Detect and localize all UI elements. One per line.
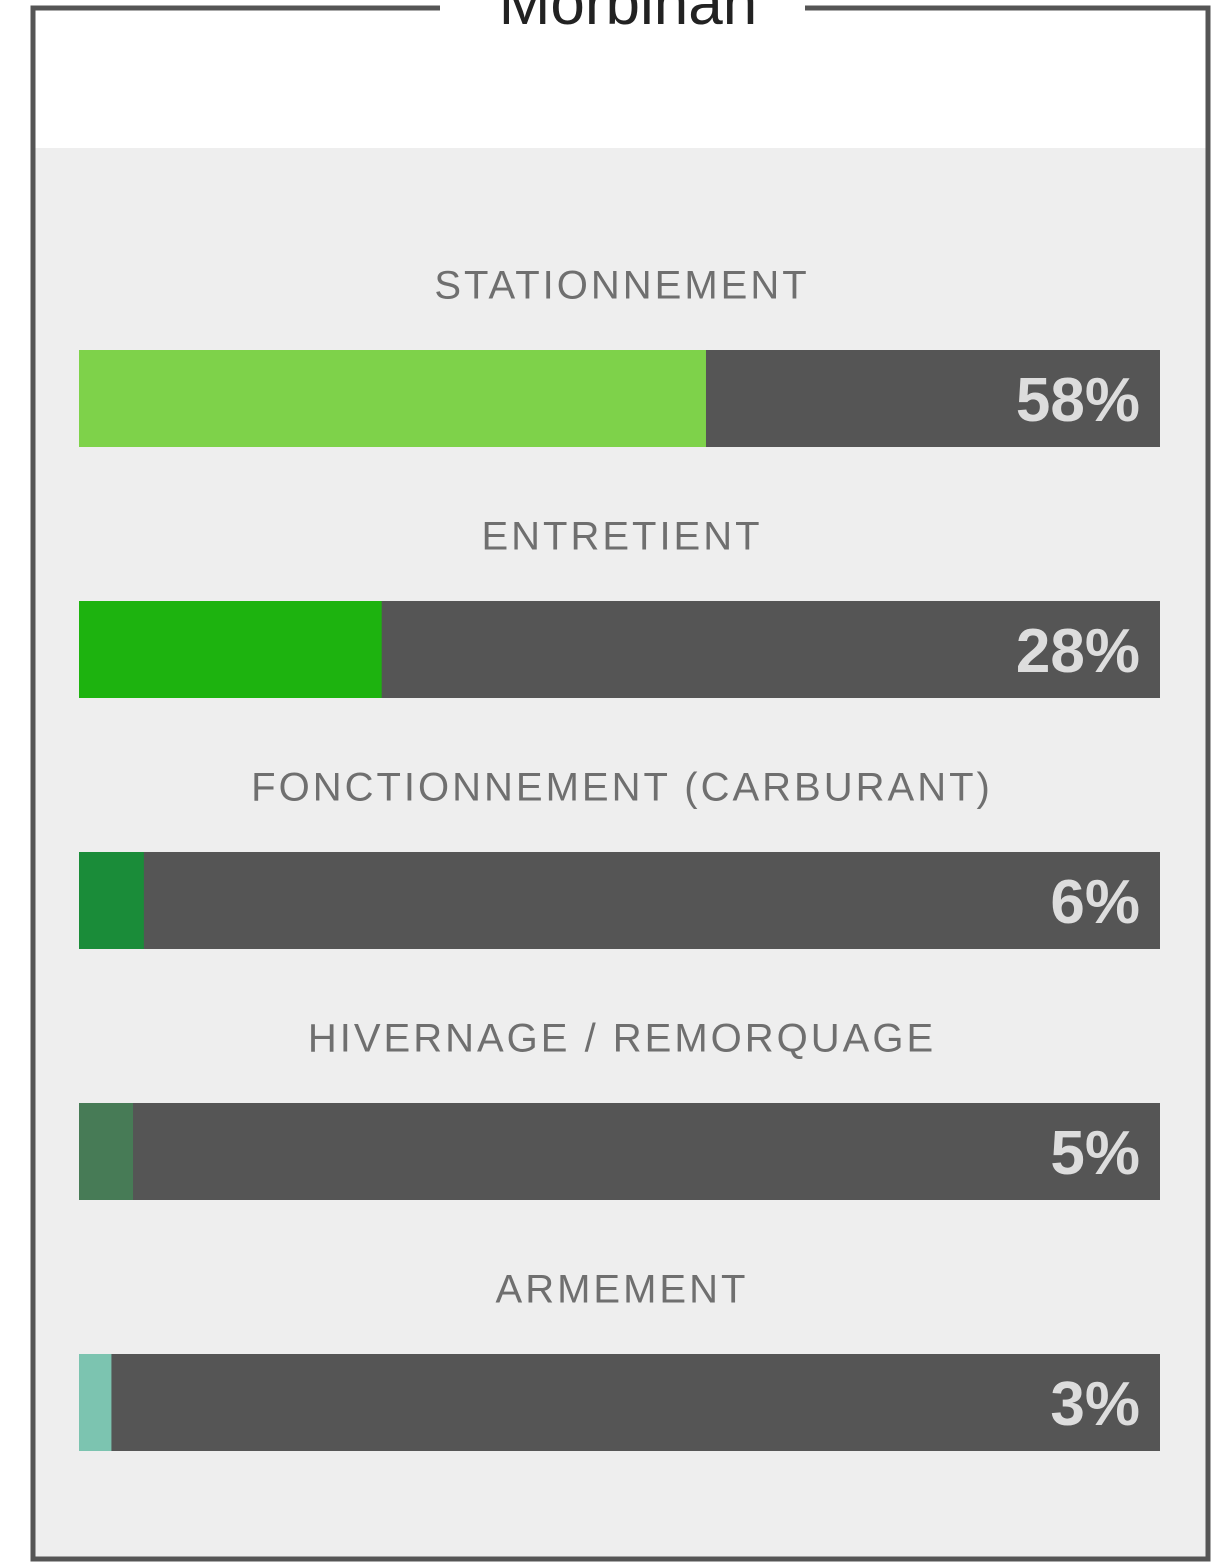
category-label: HIVERNAGE / REMORQUAGE — [308, 1017, 936, 1061]
value-label: 6% — [1050, 868, 1140, 937]
bar — [79, 350, 706, 447]
value-label: 58% — [1016, 366, 1140, 435]
bar — [79, 601, 382, 698]
bar — [79, 1103, 134, 1200]
category-label: FONCTIONNEMENT (CARBURANT) — [251, 766, 993, 810]
bar — [79, 1354, 112, 1451]
bar-track — [79, 852, 1160, 949]
chart-title: Morbihan — [499, 0, 757, 38]
bar-track — [79, 1354, 1160, 1451]
bar-track — [79, 1103, 1160, 1200]
category-label: ARMEMENT — [496, 1268, 749, 1312]
category-label: STATIONNEMENT — [434, 264, 809, 308]
value-label: 3% — [1050, 1370, 1140, 1439]
value-label: 28% — [1016, 617, 1140, 686]
bar — [79, 852, 144, 949]
value-label: 5% — [1050, 1119, 1140, 1188]
title-gap — [440, 0, 805, 16]
category-label: ENTRETIENT — [481, 515, 762, 559]
